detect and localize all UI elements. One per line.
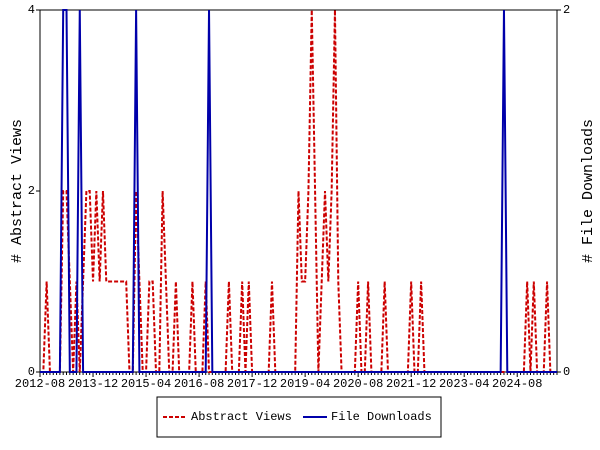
series-line <box>40 9 557 373</box>
x-tick-label: 2023-04 <box>439 377 489 391</box>
x-tick-label: 2021-12 <box>386 377 436 391</box>
legend-label: File Downloads <box>331 410 432 424</box>
y-axis-title: # Abstract Views <box>9 119 26 263</box>
plot-frame <box>39 9 558 373</box>
series-line <box>40 9 557 373</box>
x-tick-label: 2013-12 <box>68 377 118 391</box>
x-tick-label: 2015-04 <box>121 377 171 391</box>
y-tick-label: 0 <box>28 365 35 379</box>
x-tick-label: 2020-08 <box>333 377 383 391</box>
x-tick-label: 2012-08 <box>15 377 65 391</box>
legend-box <box>156 396 442 438</box>
x-tick-label: 2017-12 <box>227 377 277 391</box>
legend-label: Abstract Views <box>191 410 292 424</box>
y2-tick-label: 0 <box>563 365 570 379</box>
y-tick-label: 2 <box>28 184 35 198</box>
y2-axis-title: # File Downloads <box>580 119 597 263</box>
x-tick-label: 2019-04 <box>280 377 330 391</box>
x-tick-label: 2016-08 <box>174 377 224 391</box>
x-tick-label: 2024-08 <box>492 377 542 391</box>
y-tick-label: 4 <box>28 3 35 17</box>
y2-tick-label: 2 <box>563 3 570 17</box>
